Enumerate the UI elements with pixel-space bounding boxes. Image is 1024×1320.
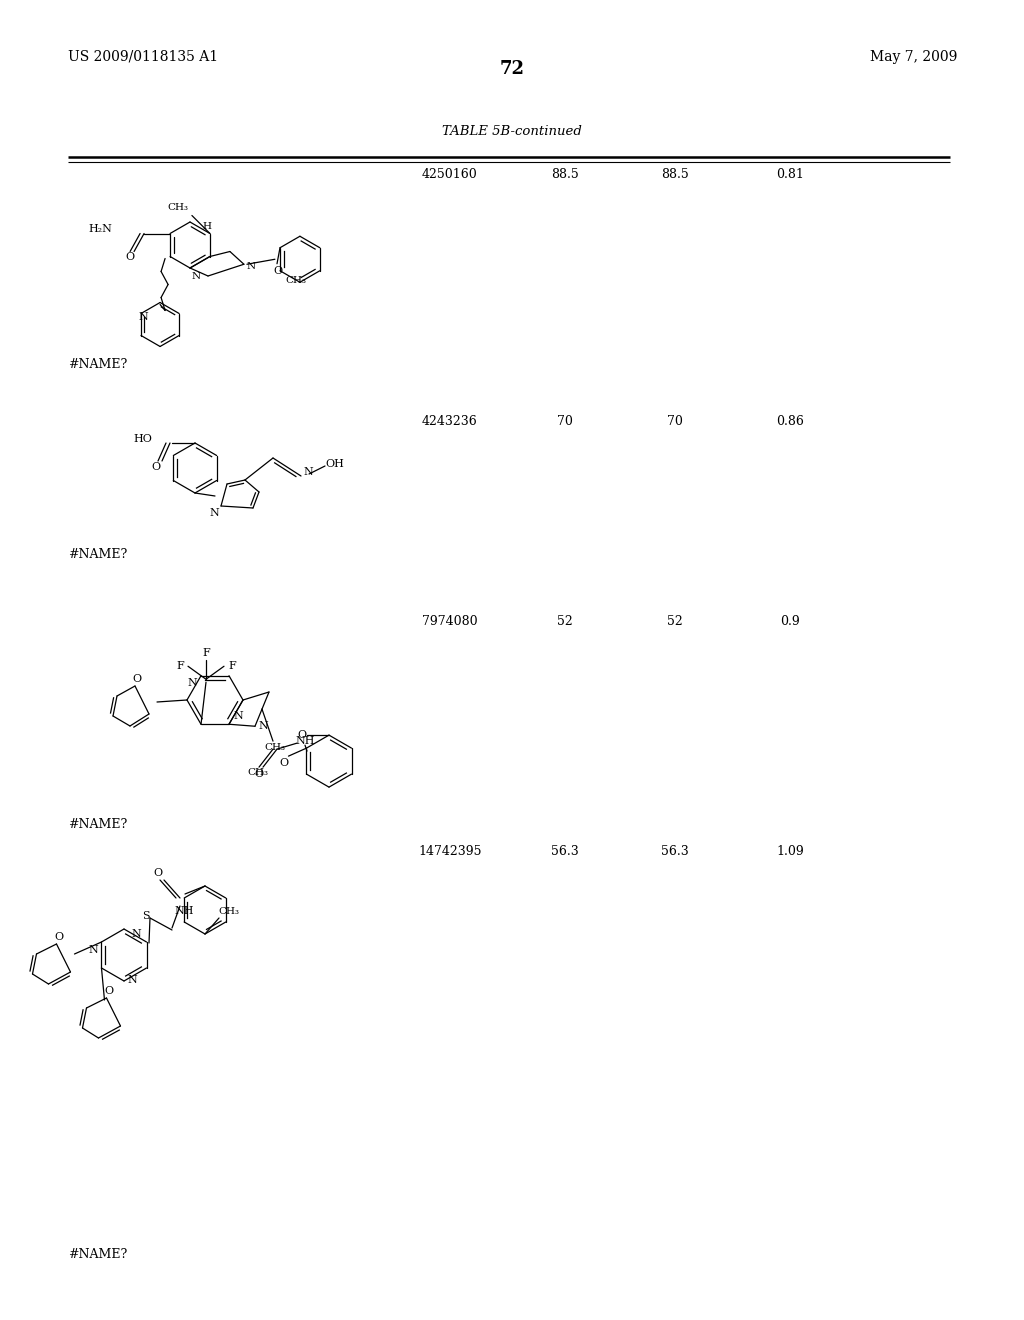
Text: #NAME?: #NAME? xyxy=(68,548,127,561)
Text: N: N xyxy=(138,312,147,322)
Text: 7974080: 7974080 xyxy=(422,615,478,628)
Text: 0.81: 0.81 xyxy=(776,168,804,181)
Text: 52: 52 xyxy=(667,615,683,628)
Text: H₂N: H₂N xyxy=(88,223,112,234)
Text: F: F xyxy=(228,661,236,672)
Text: 70: 70 xyxy=(557,414,573,428)
Text: OH: OH xyxy=(325,459,344,469)
Text: NH: NH xyxy=(295,737,314,746)
Text: O: O xyxy=(54,932,63,942)
Text: O: O xyxy=(273,265,283,276)
Text: N: N xyxy=(193,272,201,281)
Text: O: O xyxy=(126,252,134,263)
Text: O: O xyxy=(254,770,263,779)
Text: O: O xyxy=(280,758,289,768)
Text: #NAME?: #NAME? xyxy=(68,1247,127,1261)
Text: 88.5: 88.5 xyxy=(551,168,579,181)
Text: N: N xyxy=(209,508,219,517)
Text: 56.3: 56.3 xyxy=(662,845,689,858)
Text: CH₃: CH₃ xyxy=(264,743,285,752)
Text: 52: 52 xyxy=(557,615,572,628)
Text: H: H xyxy=(203,222,211,231)
Text: N: N xyxy=(303,467,312,477)
Text: 0.86: 0.86 xyxy=(776,414,804,428)
Text: 72: 72 xyxy=(500,59,524,78)
Text: O: O xyxy=(103,986,113,997)
Text: O: O xyxy=(132,675,141,684)
Text: N: N xyxy=(187,677,197,688)
Text: CH₃: CH₃ xyxy=(285,276,306,285)
Text: TABLE 5B-continued: TABLE 5B-continued xyxy=(442,125,582,139)
Text: S: S xyxy=(142,911,150,921)
Text: 56.3: 56.3 xyxy=(551,845,579,858)
Text: 70: 70 xyxy=(667,414,683,428)
Text: N: N xyxy=(233,711,243,721)
Text: CH₃: CH₃ xyxy=(167,203,188,213)
Text: N: N xyxy=(132,929,141,939)
Text: N: N xyxy=(258,721,267,731)
Text: F: F xyxy=(202,648,210,659)
Text: CH₃: CH₃ xyxy=(218,907,239,916)
Text: O: O xyxy=(154,869,163,878)
Text: 0.9: 0.9 xyxy=(780,615,800,628)
Text: N: N xyxy=(89,945,98,954)
Text: CH₃: CH₃ xyxy=(248,768,268,777)
Text: 1.09: 1.09 xyxy=(776,845,804,858)
Text: #NAME?: #NAME? xyxy=(68,818,127,832)
Text: 88.5: 88.5 xyxy=(662,168,689,181)
Text: F: F xyxy=(176,661,184,672)
Text: US 2009/0118135 A1: US 2009/0118135 A1 xyxy=(68,50,218,63)
Text: HO: HO xyxy=(133,434,152,444)
Text: N: N xyxy=(247,261,256,271)
Text: 4250160: 4250160 xyxy=(422,168,478,181)
Text: O: O xyxy=(298,730,307,741)
Text: #NAME?: #NAME? xyxy=(68,358,127,371)
Text: O: O xyxy=(152,462,161,473)
Text: 14742395: 14742395 xyxy=(418,845,481,858)
Text: N: N xyxy=(127,975,137,985)
Text: May 7, 2009: May 7, 2009 xyxy=(870,50,957,63)
Text: 4243236: 4243236 xyxy=(422,414,478,428)
Text: NH: NH xyxy=(174,906,194,916)
